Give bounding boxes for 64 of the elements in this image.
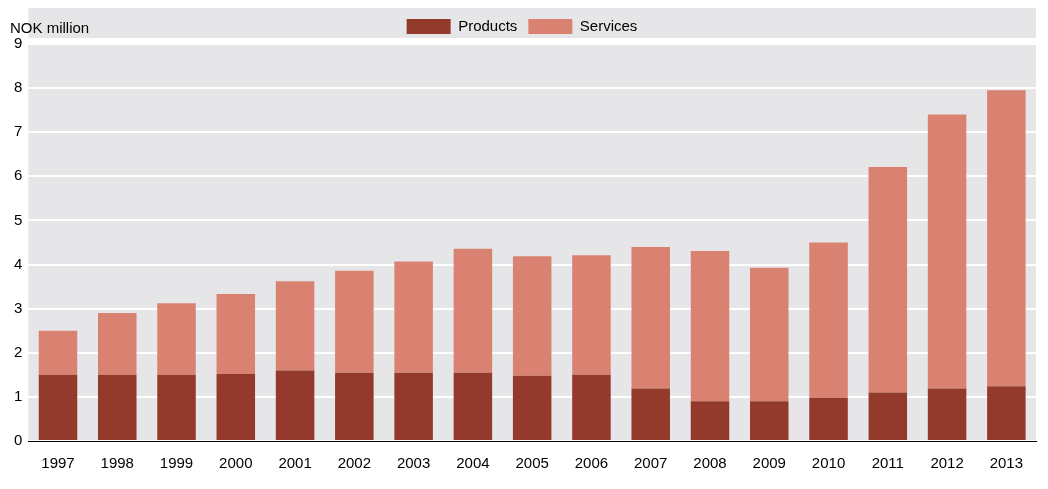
y-tick-label: 1: [14, 387, 23, 405]
x-tick-label: 2010: [811, 454, 846, 472]
x-tick-label: 2003: [396, 454, 431, 472]
bar: [572, 374, 611, 440]
y-tick-label: 6: [14, 166, 23, 184]
bar: [216, 373, 256, 440]
x-tick-label: 2006: [574, 454, 609, 472]
bar: [750, 267, 789, 402]
y-axis-title: NOK million: [10, 18, 90, 36]
bar: [690, 250, 730, 402]
y-tick-label: 5: [14, 210, 23, 228]
bar: [631, 388, 670, 440]
bar: [275, 281, 315, 371]
bar: [750, 401, 789, 440]
x-tick-label: 2002: [337, 454, 372, 472]
y-tick-label: 0: [14, 431, 23, 449]
bar: [572, 255, 611, 375]
y-tick-label: 7: [14, 122, 23, 140]
bar: [97, 374, 137, 440]
bar: [868, 167, 908, 393]
x-tick-label: 1999: [159, 454, 194, 472]
y-tick-label: 8: [14, 78, 23, 96]
y-tick-label: 4: [14, 254, 23, 272]
x-tick-label: 2008: [693, 454, 727, 472]
bar: [512, 256, 552, 376]
x-tick-label: 2000: [219, 454, 253, 472]
bar: [38, 330, 78, 375]
x-tick-label: 1997: [41, 454, 75, 472]
bar: [157, 374, 196, 440]
x-tick-label: 2007: [634, 454, 668, 472]
bar: [690, 401, 730, 440]
bar: [216, 294, 256, 374]
legend-label: Products: [458, 16, 518, 34]
bar: [394, 372, 433, 440]
legend-label: Services: [579, 16, 638, 34]
bar: [868, 392, 908, 440]
y-tick-label: 9: [14, 34, 23, 52]
x-tick-label: 2009: [752, 454, 786, 472]
x-tick-label: 2005: [515, 454, 549, 472]
bar: [927, 388, 967, 440]
x-tick-label: 2001: [278, 454, 312, 472]
bar: [335, 270, 374, 373]
bar: [394, 261, 433, 373]
bar: [512, 375, 552, 440]
bar: [453, 248, 493, 373]
x-tick-label: 2012: [930, 454, 964, 472]
bar: [335, 372, 374, 440]
x-tick-label: 2004: [456, 454, 490, 472]
y-tick-label: 3: [14, 298, 23, 316]
bar: [987, 90, 1026, 387]
y-tick-label: 2: [14, 342, 23, 360]
bar: [97, 313, 137, 375]
x-tick-label: 2013: [989, 454, 1024, 472]
bar: [453, 372, 493, 440]
x-tick-label: 1998: [100, 454, 134, 472]
bar: [987, 386, 1026, 440]
bar: [275, 370, 315, 440]
bar: [38, 374, 78, 440]
bar: [927, 114, 967, 389]
bar: [631, 246, 670, 389]
bar: [157, 303, 196, 375]
x-tick-label: 2011: [871, 454, 904, 472]
bar: [809, 397, 848, 440]
bar: [809, 242, 848, 398]
